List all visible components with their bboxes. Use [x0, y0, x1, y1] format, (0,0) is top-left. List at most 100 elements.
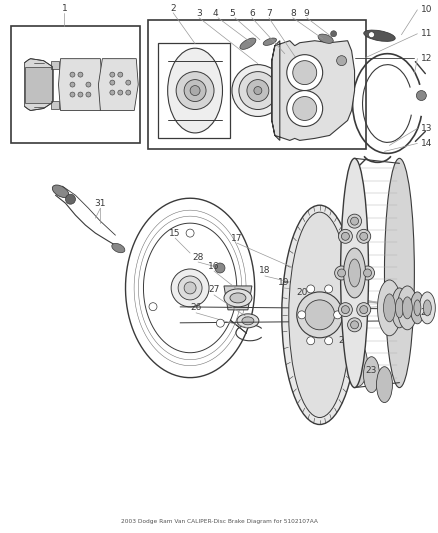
Circle shape	[66, 194, 75, 204]
Circle shape	[348, 214, 361, 228]
Circle shape	[110, 72, 115, 77]
Ellipse shape	[297, 292, 343, 338]
Circle shape	[337, 55, 346, 66]
Ellipse shape	[237, 314, 259, 328]
Text: 2003 Dodge Ram Van CALIPER-Disc Brake Diagram for 5102107AA: 2003 Dodge Ram Van CALIPER-Disc Brake Di…	[120, 519, 318, 524]
Text: 5: 5	[229, 9, 235, 18]
Text: 18: 18	[259, 266, 271, 276]
Circle shape	[70, 92, 75, 97]
Circle shape	[350, 321, 359, 329]
Circle shape	[417, 91, 426, 101]
Circle shape	[110, 90, 115, 95]
Ellipse shape	[263, 38, 276, 45]
Text: 7: 7	[266, 9, 272, 18]
Ellipse shape	[343, 248, 366, 298]
Ellipse shape	[176, 71, 214, 109]
Ellipse shape	[397, 286, 417, 330]
Text: 1: 1	[62, 4, 67, 13]
Circle shape	[335, 266, 349, 280]
Circle shape	[186, 229, 194, 237]
Ellipse shape	[178, 276, 202, 300]
Text: 12: 12	[420, 54, 432, 63]
Circle shape	[357, 303, 371, 317]
Circle shape	[357, 229, 371, 243]
Circle shape	[293, 61, 317, 85]
Polygon shape	[224, 286, 252, 310]
Ellipse shape	[377, 367, 392, 402]
Circle shape	[86, 82, 91, 87]
Ellipse shape	[184, 282, 196, 294]
Ellipse shape	[378, 280, 401, 336]
Text: 10: 10	[420, 5, 432, 14]
Ellipse shape	[224, 289, 252, 307]
Text: 14: 14	[420, 139, 432, 148]
Text: 13: 13	[420, 124, 432, 133]
Circle shape	[118, 72, 123, 77]
Ellipse shape	[318, 34, 333, 43]
Circle shape	[338, 269, 346, 277]
Circle shape	[341, 232, 350, 240]
Ellipse shape	[240, 38, 256, 50]
Circle shape	[334, 311, 342, 319]
Ellipse shape	[282, 205, 357, 424]
Circle shape	[70, 82, 75, 87]
Circle shape	[307, 337, 314, 345]
Circle shape	[126, 80, 131, 85]
Circle shape	[331, 31, 337, 37]
Circle shape	[364, 269, 371, 277]
Text: 25: 25	[338, 336, 349, 345]
Text: 24: 24	[352, 350, 363, 359]
Bar	[11, 26, 140, 143]
Ellipse shape	[232, 64, 284, 117]
Text: 17: 17	[231, 233, 243, 243]
Text: 4: 4	[212, 9, 218, 18]
Text: 27: 27	[208, 286, 220, 294]
Text: 19: 19	[278, 278, 290, 287]
Circle shape	[341, 305, 350, 313]
Text: 23: 23	[366, 366, 377, 375]
Circle shape	[298, 311, 306, 319]
Circle shape	[325, 337, 332, 345]
Ellipse shape	[424, 300, 431, 316]
Text: 3: 3	[196, 9, 202, 18]
Circle shape	[216, 319, 224, 327]
Circle shape	[368, 32, 374, 38]
Circle shape	[126, 90, 131, 95]
Ellipse shape	[230, 293, 246, 303]
Circle shape	[348, 318, 361, 332]
Ellipse shape	[53, 185, 69, 197]
Circle shape	[110, 80, 115, 85]
Bar	[158, 43, 230, 139]
Polygon shape	[50, 61, 59, 69]
Ellipse shape	[392, 288, 407, 328]
Ellipse shape	[419, 292, 435, 324]
Ellipse shape	[385, 158, 414, 387]
Circle shape	[325, 285, 332, 293]
Text: 9: 9	[304, 9, 310, 18]
Polygon shape	[50, 101, 59, 109]
Ellipse shape	[349, 259, 360, 287]
Ellipse shape	[168, 48, 223, 133]
Bar	[148, 20, 366, 149]
Text: 11: 11	[420, 29, 432, 38]
Ellipse shape	[396, 298, 403, 318]
Text: 2: 2	[170, 4, 176, 13]
Circle shape	[360, 266, 374, 280]
Polygon shape	[99, 59, 138, 110]
Polygon shape	[25, 59, 53, 110]
Ellipse shape	[171, 269, 209, 307]
Text: 31: 31	[95, 199, 106, 208]
Ellipse shape	[364, 357, 379, 393]
Polygon shape	[272, 41, 355, 140]
Circle shape	[287, 91, 323, 126]
Text: 26: 26	[191, 303, 202, 312]
Circle shape	[78, 92, 83, 97]
Ellipse shape	[305, 300, 335, 330]
Ellipse shape	[190, 86, 200, 95]
Ellipse shape	[410, 292, 424, 324]
Ellipse shape	[348, 343, 367, 386]
Text: 6: 6	[249, 9, 255, 18]
Ellipse shape	[247, 79, 269, 101]
Ellipse shape	[254, 86, 262, 94]
Circle shape	[287, 55, 323, 91]
